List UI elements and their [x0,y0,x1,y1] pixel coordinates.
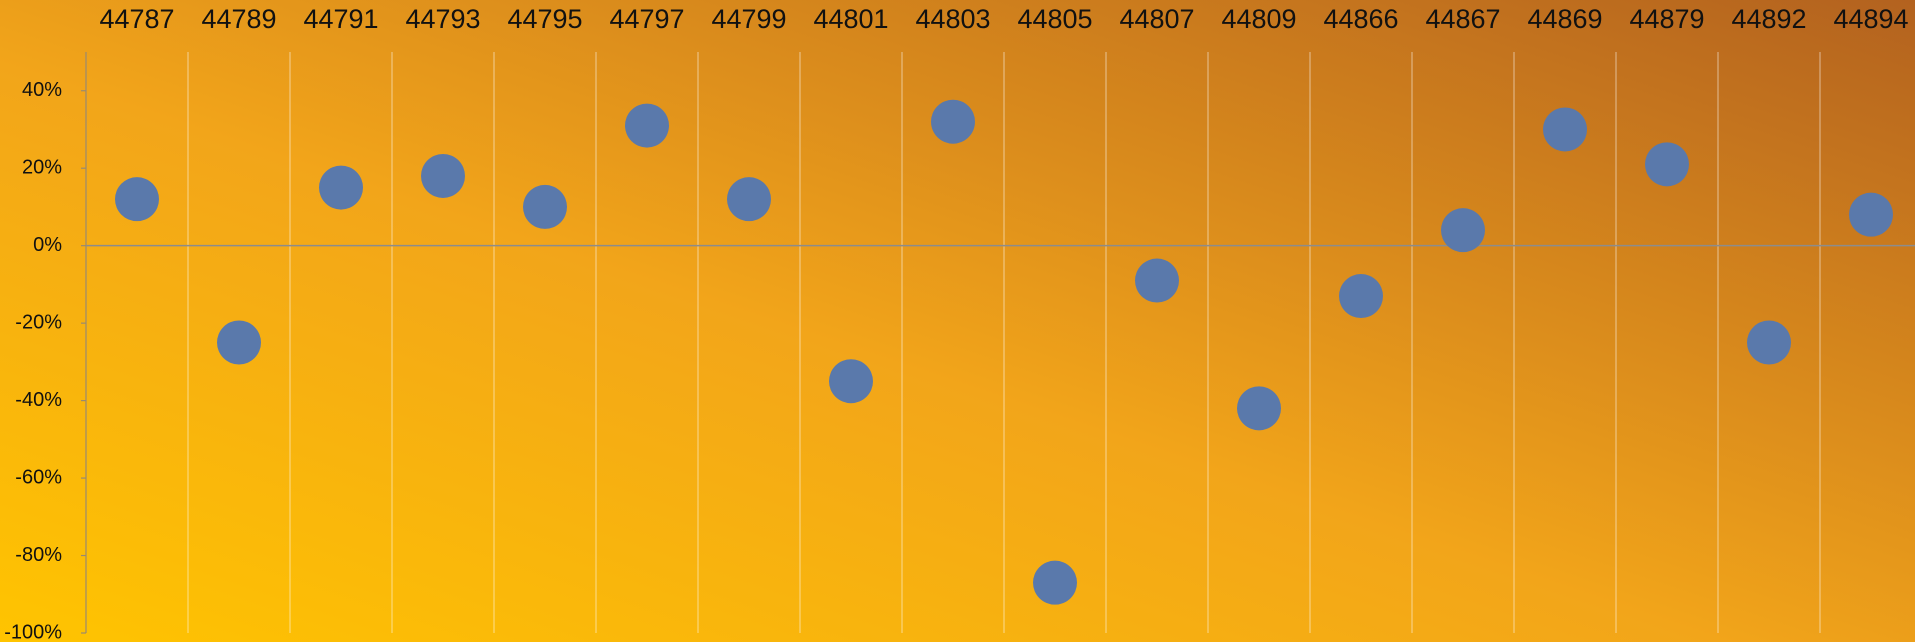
y-tick-label: -60% [15,466,62,488]
data-point [115,177,159,222]
x-category-label: 44797 [609,4,684,34]
x-category-label: 44879 [1629,4,1704,34]
data-point [1747,320,1791,365]
data-point [1033,560,1077,605]
data-point [523,184,567,229]
y-tick-label: -100% [4,621,62,642]
x-category-label: 44809 [1221,4,1296,34]
y-tick-label: -80% [15,544,62,566]
y-tick-label: 20% [22,156,62,178]
y-tick-label: -20% [15,311,62,333]
data-point [931,99,975,144]
y-tick-label: 40% [22,79,62,101]
x-category-label: 44793 [405,4,480,34]
x-category-label: 44799 [711,4,786,34]
data-point [1441,208,1485,253]
x-category-label: 44894 [1833,4,1908,34]
data-point [1237,386,1281,431]
data-point [217,320,261,365]
data-point [421,153,465,198]
y-tick-label: -40% [15,389,62,411]
data-point [829,359,873,404]
data-point [1135,258,1179,303]
data-point [1645,142,1689,187]
y-tick-label: 0% [33,234,62,256]
x-category-label: 44791 [303,4,378,34]
data-point [727,177,771,222]
x-category-label: 44869 [1527,4,1602,34]
x-category-label: 44867 [1425,4,1500,34]
x-category-label: 44803 [915,4,990,34]
data-point [1543,107,1587,152]
x-category-label: 44807 [1119,4,1194,34]
x-category-label: 44789 [201,4,276,34]
x-category-label: 44795 [507,4,582,34]
x-category-label: 44805 [1017,4,1092,34]
x-category-label: 44892 [1731,4,1806,34]
data-point [1849,192,1893,237]
x-category-label: 44801 [813,4,888,34]
data-point [1339,274,1383,319]
x-category-label: 44787 [99,4,174,34]
x-category-label: 44866 [1323,4,1398,34]
data-point [319,165,363,210]
data-point [625,103,669,148]
